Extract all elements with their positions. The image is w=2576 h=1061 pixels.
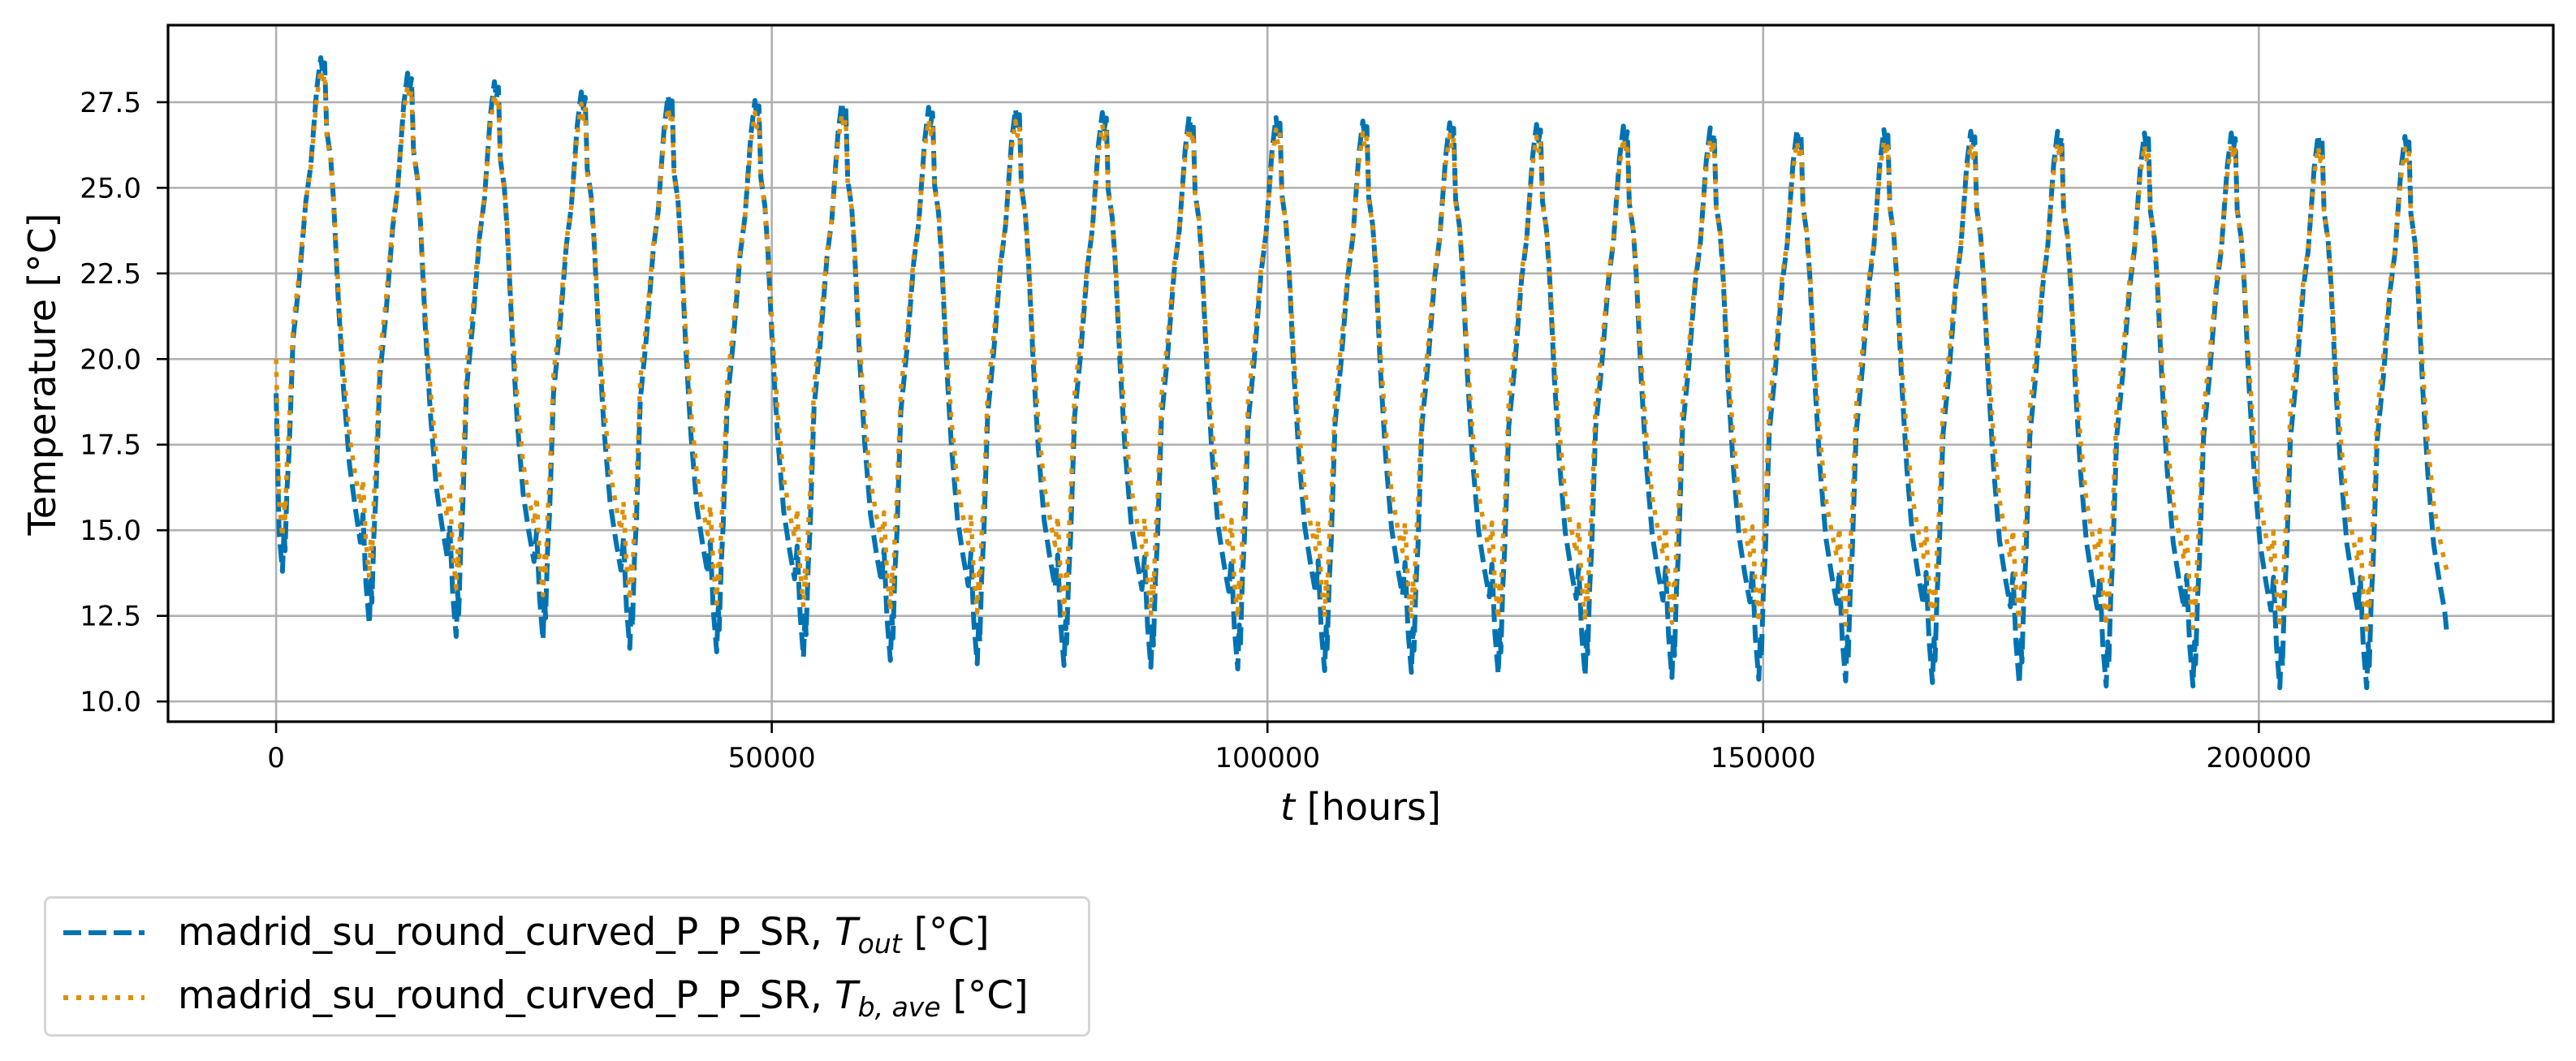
y-tick: 17.5 bbox=[80, 429, 168, 462]
y-tick: 15.0 bbox=[80, 515, 168, 547]
y-axis: 10.0 12.5 15.0 17.5 20.0 22.5 25.0 27.5 … bbox=[20, 87, 168, 718]
y-tick-label: 10.0 bbox=[80, 686, 141, 718]
x-tick-label: 0 bbox=[267, 742, 285, 774]
x-axis-label: t [hours] bbox=[1280, 785, 1441, 829]
axes-frame bbox=[166, 24, 2555, 723]
legend-label-symbol: T bbox=[834, 910, 858, 955]
x-axis: 0 50000 100000 150000 200000 t [hours] bbox=[267, 722, 2311, 829]
legend-item-t-b-ave: madrid_su_round_curved_P_P_SR, Tb, ave [… bbox=[46, 972, 1088, 1020]
y-tick-label: 22.5 bbox=[80, 258, 141, 291]
y-tick-label: 12.5 bbox=[80, 601, 141, 633]
y-axis-label: Temperature [°C] bbox=[20, 213, 64, 536]
x-axis-label-variable: t bbox=[1280, 785, 1297, 829]
y-tick-label: 25.0 bbox=[80, 172, 141, 205]
x-tick-label: 150000 bbox=[1711, 742, 1816, 774]
x-tick: 50000 bbox=[728, 722, 816, 774]
x-tick-label: 200000 bbox=[2206, 742, 2311, 774]
legend-label-t-out: madrid_su_round_curved_P_P_SR, Tout [°C] bbox=[178, 908, 990, 957]
y-tick: 27.5 bbox=[80, 87, 168, 119]
legend-label-prefix: madrid_su_round_curved_P_P_SR, bbox=[178, 910, 835, 955]
y-tick-label: 27.5 bbox=[80, 87, 141, 119]
series-t-b-ave-line bbox=[274, 67, 2449, 632]
y-tick-label: 15.0 bbox=[80, 515, 141, 547]
data-series bbox=[274, 55, 2450, 691]
x-tick: 0 bbox=[267, 722, 285, 774]
legend-label-unit: [°C] bbox=[940, 973, 1029, 1018]
y-tick-label: 20.0 bbox=[80, 343, 141, 376]
y-tick: 12.5 bbox=[80, 601, 168, 633]
legend-label-unit: [°C] bbox=[901, 910, 990, 955]
dashed-line-swatch-icon bbox=[63, 930, 145, 935]
legend-item-t-out: madrid_su_round_curved_P_P_SR, Tout [°C] bbox=[46, 908, 1088, 957]
y-tick: 22.5 bbox=[80, 258, 168, 291]
legend-label-prefix: madrid_su_round_curved_P_P_SR, bbox=[178, 973, 835, 1018]
x-tick: 200000 bbox=[2206, 722, 2311, 774]
x-tick-label: 50000 bbox=[728, 742, 816, 774]
x-tick: 100000 bbox=[1215, 722, 1320, 774]
plot-area bbox=[166, 24, 2555, 723]
legend-label-subscript: out bbox=[857, 928, 902, 960]
y-tick: 10.0 bbox=[80, 686, 168, 718]
x-axis-label-unit: [hours] bbox=[1295, 785, 1441, 829]
y-tick-label: 17.5 bbox=[80, 429, 141, 462]
legend-label-t-b-ave: madrid_su_round_curved_P_P_SR, Tb, ave [… bbox=[178, 972, 1029, 1020]
x-tick: 150000 bbox=[1711, 722, 1816, 774]
y-tick: 20.0 bbox=[80, 343, 168, 376]
x-tick-label: 100000 bbox=[1215, 742, 1320, 774]
series-t-out-line bbox=[274, 55, 2450, 691]
legend-label-subscript: b, ave bbox=[857, 991, 941, 1023]
y-tick: 25.0 bbox=[80, 172, 168, 205]
legend: madrid_su_round_curved_P_P_SR, Tout [°C]… bbox=[44, 896, 1090, 1037]
legend-label-symbol: T bbox=[834, 973, 858, 1018]
y-gridlines bbox=[168, 101, 2553, 703]
dotted-line-swatch-icon bbox=[63, 995, 145, 1000]
